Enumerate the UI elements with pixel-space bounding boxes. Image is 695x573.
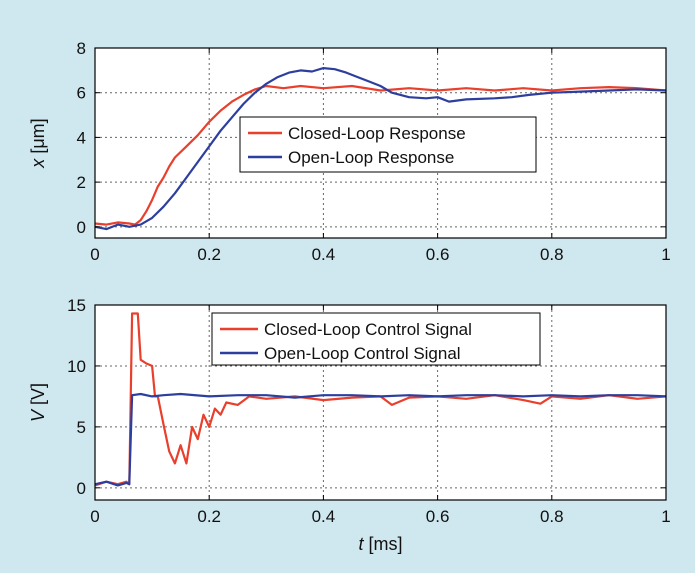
- y-tick-label: 0: [77, 218, 86, 237]
- y-axis-variable: V: [28, 408, 48, 422]
- legend-box: [211, 312, 541, 366]
- y-tick-label: 5: [77, 418, 86, 437]
- legend-entry: Closed-Loop Control Signal: [264, 320, 472, 339]
- x-tick-label: 0.2: [197, 245, 221, 264]
- x-tick-label: 0.2: [197, 507, 221, 526]
- series-line-closed-loop: [95, 84, 666, 226]
- y-tick-label: 8: [77, 39, 86, 58]
- x-axis-variable: t: [358, 534, 364, 554]
- y-tick-label: 15: [67, 296, 86, 315]
- x-tick-label: 0: [90, 507, 99, 526]
- y-tick-label: 4: [77, 128, 86, 147]
- axes-frame: [94, 304, 667, 501]
- x-tick-label: 0.6: [426, 507, 450, 526]
- x-tick-label: 0.8: [540, 245, 564, 264]
- legend-box: [239, 116, 537, 173]
- x-tick-label: 0.4: [312, 507, 336, 526]
- legend-entry: Open-Loop Control Signal: [264, 344, 461, 363]
- x-axis-unit: [ms]: [364, 534, 403, 554]
- y-axis-label: x [μm]: [28, 118, 48, 168]
- y-tick-label: 0: [77, 479, 86, 498]
- series-line-open-loop: [95, 392, 666, 487]
- x-tick-label: 0.6: [426, 245, 450, 264]
- top-plot-response: 0 0.2 0.4 0.6 0.8 1 0 2 4 6 8 x [μm] Closed-Loop Res…: [28, 39, 671, 264]
- x-tick-label: 0.8: [540, 507, 564, 526]
- y-tick-label: 6: [77, 84, 86, 103]
- series-line-open-loop: [95, 67, 666, 231]
- x-tick-label: 0.4: [312, 245, 336, 264]
- y-axis-unit: [V]: [28, 383, 48, 410]
- y-tick-label: 10: [67, 357, 86, 376]
- axes-frame: [94, 47, 667, 239]
- legend-entry: Open-Loop Response: [288, 148, 454, 167]
- legend-entry: Closed-Loop Response: [288, 124, 466, 143]
- x-tick-label: 1: [661, 245, 670, 264]
- y-axis-variable: x: [28, 158, 48, 169]
- x-tick-label: 0: [90, 245, 99, 264]
- y-axis-label: V [V]: [28, 383, 48, 422]
- x-tick-label: 1: [661, 507, 670, 526]
- x-axis-label: t [ms]: [358, 534, 402, 554]
- y-axis-unit: [μm]: [28, 118, 48, 158]
- y-tick-label: 2: [77, 173, 86, 192]
